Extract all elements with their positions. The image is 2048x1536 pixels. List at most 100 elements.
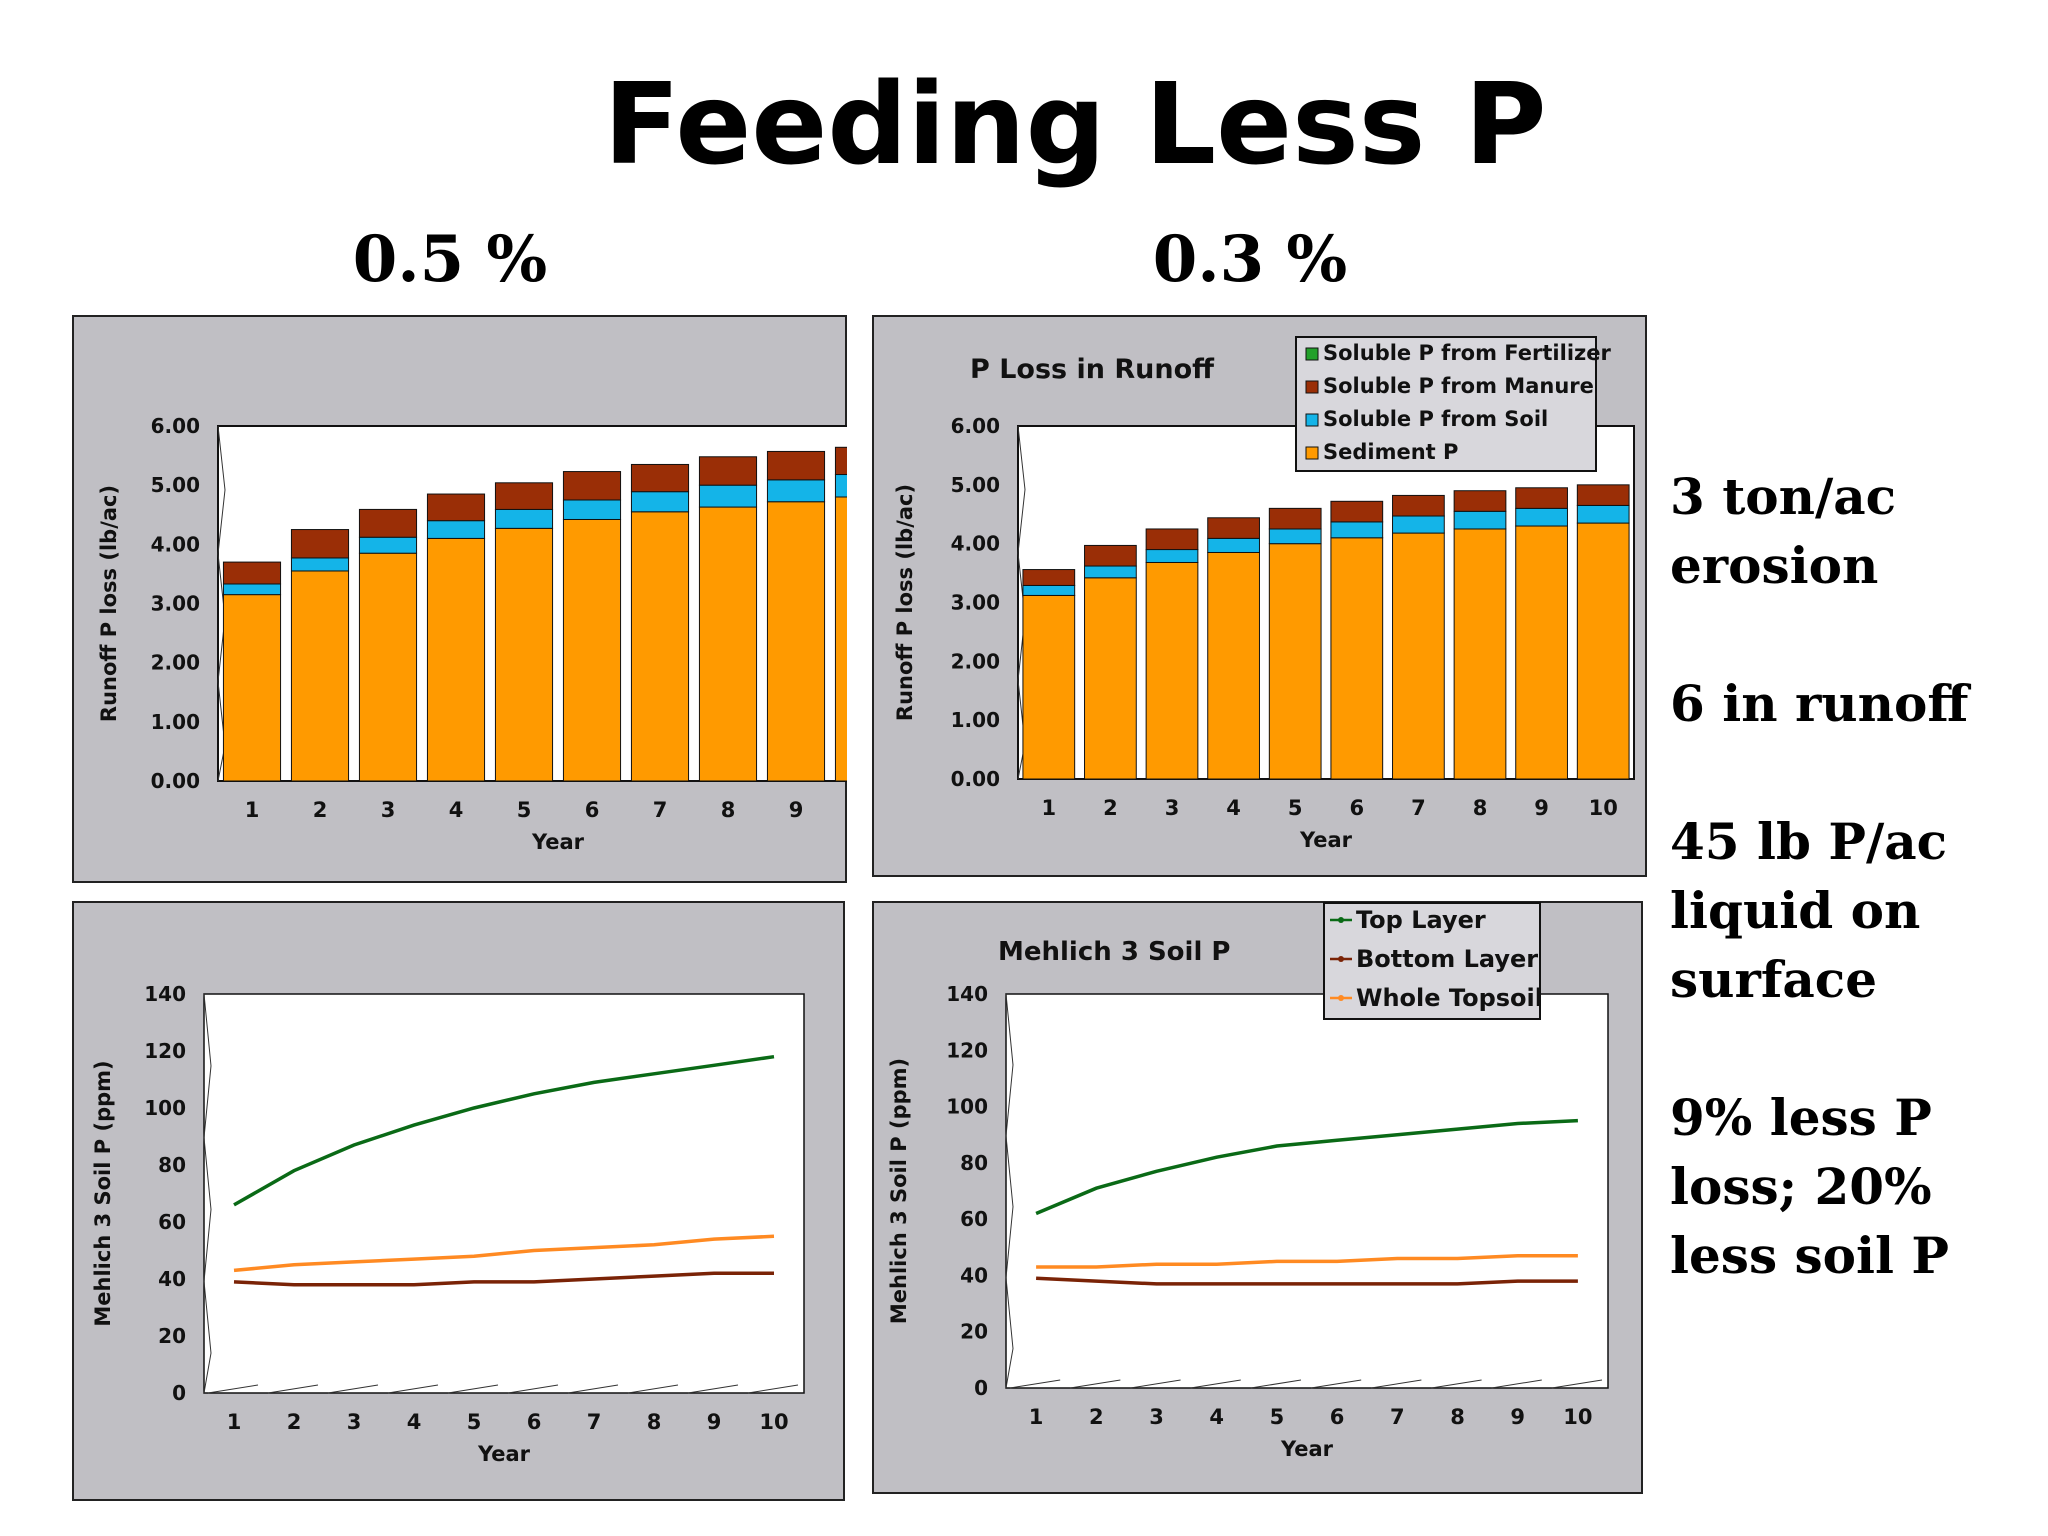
- floor-depth-tick: [507, 1384, 559, 1394]
- x-tick-label: 5: [1288, 796, 1303, 820]
- x-tick-label: 4: [1226, 796, 1241, 820]
- x-tick-label: 8: [1473, 796, 1488, 820]
- legend-swatch: [1305, 380, 1319, 394]
- legend-marker: [1338, 995, 1344, 1001]
- y-tick-label: 4.00: [151, 532, 200, 556]
- x-tick-label: 4: [1209, 1405, 1224, 1429]
- y-tick-label: 4.00: [951, 532, 1000, 556]
- x-tick-label: 3: [1165, 796, 1180, 820]
- bar-segment: [358, 552, 418, 782]
- bar-segment: [1576, 522, 1630, 780]
- legend-swatch: [1305, 446, 1319, 460]
- x-tick-label: 5: [467, 1410, 482, 1434]
- series-line: [233, 1054, 775, 1207]
- bar-segment: [1453, 528, 1507, 780]
- bar-segment: [1084, 544, 1137, 567]
- x-tick-label: 7: [1411, 796, 1426, 820]
- floor-depth-tick: [207, 1384, 259, 1394]
- column-header-0.5-percent: 0.5 %: [352, 222, 548, 297]
- y-tick-label: 120: [946, 1038, 988, 1062]
- x-tick-label: 10: [1589, 796, 1618, 820]
- x-tick-label: 6: [585, 798, 600, 822]
- floor-depth-tick: [447, 1384, 499, 1394]
- x-axis-label: Year: [1299, 828, 1353, 852]
- y-tick-label: 120: [144, 1039, 186, 1063]
- bar-segment: [494, 527, 554, 782]
- bar-segment: [1330, 521, 1384, 539]
- x-tick-label: 1: [1029, 1405, 1044, 1429]
- y-axis-label: Runoff P loss (lb/ac): [97, 485, 121, 722]
- bar-segment: [290, 570, 350, 782]
- bar-segment: [1268, 528, 1322, 545]
- bar-segment: [1515, 487, 1568, 509]
- chart-title: P Loss in Runoff: [970, 354, 1215, 385]
- floor-depth-tick: [747, 1384, 799, 1394]
- bar-segment: [222, 583, 282, 596]
- y-tick-label: 0.00: [951, 767, 1000, 791]
- note-manure-line-1: 45 lb P/ac: [1670, 812, 1948, 871]
- x-tick-label: 5: [517, 798, 532, 822]
- x-tick-label: 1: [245, 798, 260, 822]
- soil-p-chart-0.5-percent: 0 20 40 60 80 100 120 140 1 2 3 4 5 6 7 8 9 10 Year Mehlich…: [72, 901, 845, 1501]
- legend-label: Bottom Layer: [1356, 945, 1538, 973]
- floor-depth-tick: [1491, 1379, 1542, 1389]
- y-tick-label: 100: [144, 1096, 186, 1120]
- bar-segment: [562, 471, 622, 501]
- legend-marker: [1338, 956, 1344, 962]
- bar-segment: [1268, 543, 1322, 780]
- legend-marker: [1338, 917, 1344, 923]
- plot-area: [1005, 993, 1609, 1389]
- x-tick-label: 7: [653, 798, 668, 822]
- chart-title: Mehlich 3 Soil P: [998, 937, 1230, 967]
- slide-notes: 3 ton/ac erosion 6 in runoff 45 lb P/ac …: [1670, 462, 2040, 1290]
- series-line: [1036, 1253, 1578, 1269]
- y-tick-label: 0: [172, 1381, 186, 1405]
- runoff-chart-0.5-percent: 0.001.002.003.004.005.006.0012345678910Y…: [72, 315, 847, 883]
- x-tick-label: 3: [381, 798, 396, 822]
- bar-segment: [290, 557, 350, 572]
- axis-depth-wall: [1005, 993, 1014, 1389]
- series-line: [233, 1271, 774, 1287]
- bar-segment: [698, 506, 758, 782]
- note-result-line-3: less soil P: [1670, 1226, 1950, 1285]
- x-tick-label: 4: [449, 798, 464, 822]
- x-tick-label: 2: [1089, 1405, 1104, 1429]
- x-tick-label: 3: [347, 1410, 362, 1434]
- legend-swatch: [1305, 413, 1319, 427]
- floor-depth-tick: [267, 1384, 319, 1394]
- floor-depth-tick: [1130, 1379, 1181, 1389]
- floor-depth-tick: [1250, 1379, 1302, 1389]
- y-tick-label: 60: [158, 1210, 186, 1234]
- note-erosion-line-1: 3 ton/ac: [1670, 467, 1897, 526]
- y-tick-label: 1.00: [951, 708, 1000, 732]
- bar-segment: [1392, 532, 1445, 780]
- bar-segment: [1207, 517, 1260, 539]
- note-runoff: 6 in runoff: [1670, 674, 1969, 733]
- series-line: [1036, 1276, 1578, 1286]
- y-tick-label: 140: [144, 982, 186, 1006]
- x-tick-label: 6: [1349, 796, 1364, 820]
- y-tick-label: 6.00: [951, 414, 1000, 438]
- y-axis-label: Mehlich 3 Soil P (ppm): [91, 1060, 115, 1326]
- y-tick-label: 2.00: [151, 651, 200, 675]
- note-manure-line-3: surface: [1670, 950, 1878, 1009]
- bar-segment: [1145, 561, 1199, 780]
- x-axis-label: Year: [1280, 1437, 1334, 1461]
- series-line: [233, 1234, 775, 1273]
- legend-label: Whole Topsoil: [1356, 984, 1543, 1012]
- bar-segment: [1453, 510, 1507, 530]
- x-tick-label: 9: [707, 1410, 722, 1434]
- bar-segment: [426, 493, 486, 522]
- bar-segment: [1515, 507, 1568, 527]
- floor-depth-tick: [1371, 1379, 1422, 1389]
- bar-segment: [222, 561, 282, 585]
- y-tick-label: 80: [960, 1151, 988, 1175]
- bar-segment: [1022, 569, 1076, 586]
- bar-segment: [630, 463, 690, 493]
- bar-segment: [766, 501, 826, 782]
- y-tick-label: 40: [960, 1263, 988, 1287]
- bar-segment: [222, 594, 282, 782]
- bar-segment: [562, 499, 622, 520]
- y-tick-label: 60: [960, 1207, 988, 1231]
- x-tick-label: 8: [721, 798, 736, 822]
